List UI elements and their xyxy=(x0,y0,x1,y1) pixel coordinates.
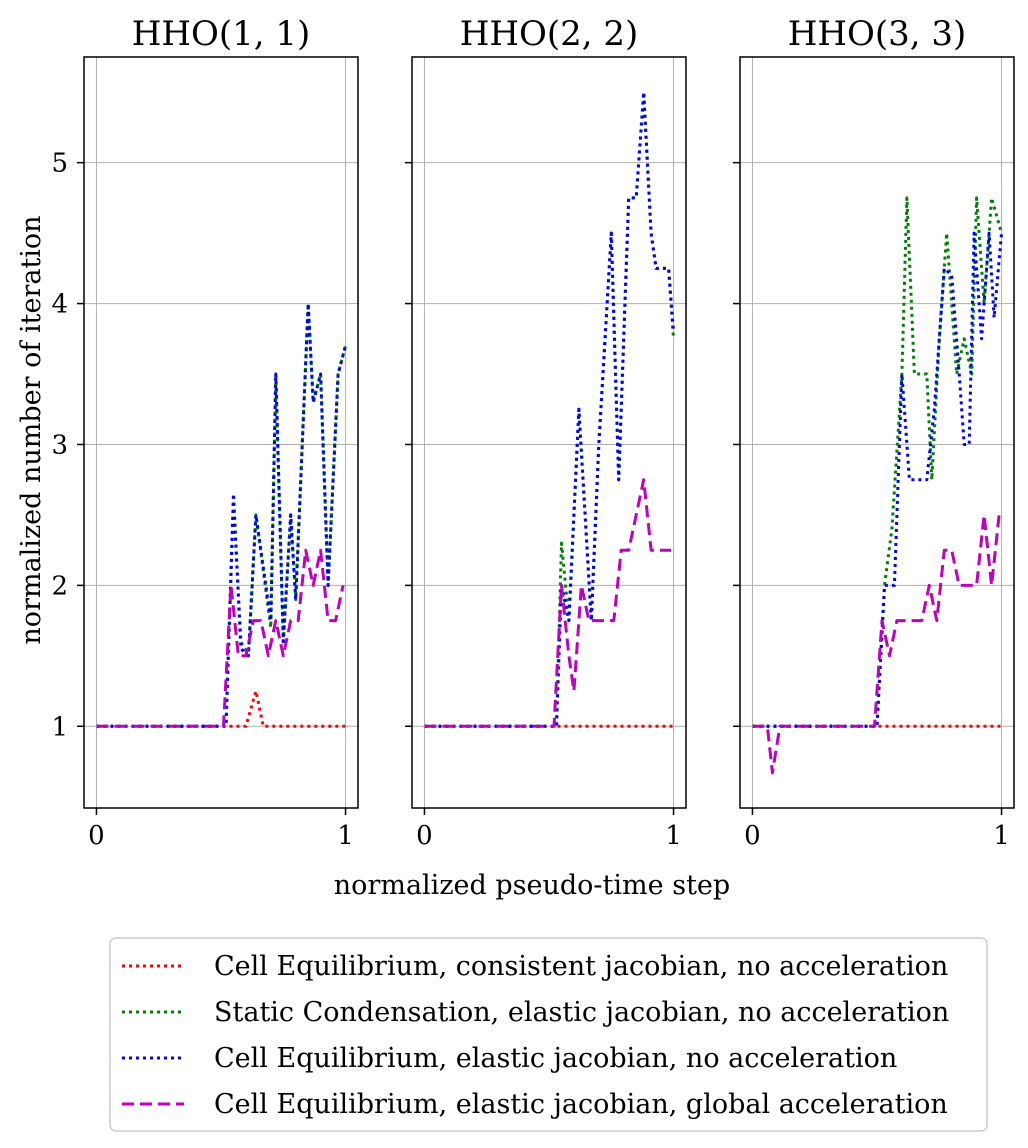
legend-label-ce_el_acc: Cell Equilibrium, elastic jacobian, glob… xyxy=(214,1089,948,1120)
y-tick-label: 1 xyxy=(51,712,68,742)
y-tick-label: 5 xyxy=(51,149,68,179)
panel-2: 0 1 HHO(2, 2) xyxy=(405,14,687,851)
y-tick-label: 3 xyxy=(51,430,68,460)
series-group xyxy=(752,196,1003,775)
y-tick-label: 2 xyxy=(51,571,68,601)
x-tick-label: 0 xyxy=(416,821,433,851)
series-line-sc_el xyxy=(96,302,347,728)
panel-title: HHO(1, 1) xyxy=(132,14,311,54)
legend-frame xyxy=(109,937,988,1132)
legend-label-ce_cons: Cell Equilibrium, consistent jacobian, n… xyxy=(214,951,948,982)
series-group xyxy=(96,302,347,728)
panels: 0 1 1 2 3 4 5 HHO(1, 1) 0 1 HHO(2, 2) 0 1 HHO(3, 3) xyxy=(51,14,1015,851)
panel-title: HHO(2, 2) xyxy=(460,14,639,54)
series-line-ce_cons xyxy=(96,689,346,728)
x-tick-label: 1 xyxy=(993,821,1010,851)
x-tick-label: 0 xyxy=(744,821,761,851)
y-axis-label: normalized number of iteration xyxy=(16,215,47,644)
series-line-sc_el xyxy=(752,196,1003,728)
axes-frame xyxy=(411,56,687,809)
x-tick-label: 0 xyxy=(88,821,105,851)
axes-frame xyxy=(83,56,359,809)
panel-3: 0 1 HHO(3, 3) xyxy=(733,14,1015,851)
series-line-ce_el xyxy=(752,231,1003,728)
panel-title: HHO(3, 3) xyxy=(788,14,967,54)
series-line-ce_el_acc xyxy=(752,513,1001,775)
x-tick-label: 1 xyxy=(665,821,682,851)
axes-frame xyxy=(739,56,1015,809)
series-line-ce_el xyxy=(424,90,675,728)
x-tick-label: 1 xyxy=(337,821,354,851)
series-line-ce_el_acc xyxy=(96,548,345,728)
series-line-ce_el xyxy=(96,302,347,728)
legend-label-sc_el: Static Condensation, elastic jacobian, n… xyxy=(214,997,949,1028)
x-axis-label: normalized pseudo-time step xyxy=(334,870,730,901)
series-line-ce_el_acc xyxy=(424,478,672,728)
legend: Cell Equilibrium, consistent jacobian, n… xyxy=(109,937,988,1132)
legend-label-ce_el: Cell Equilibrium, elastic jacobian, no a… xyxy=(214,1043,897,1074)
panel-1: 0 1 1 2 3 4 5 HHO(1, 1) xyxy=(51,14,359,851)
series-group xyxy=(424,90,675,728)
y-tick-label: 4 xyxy=(51,290,68,320)
